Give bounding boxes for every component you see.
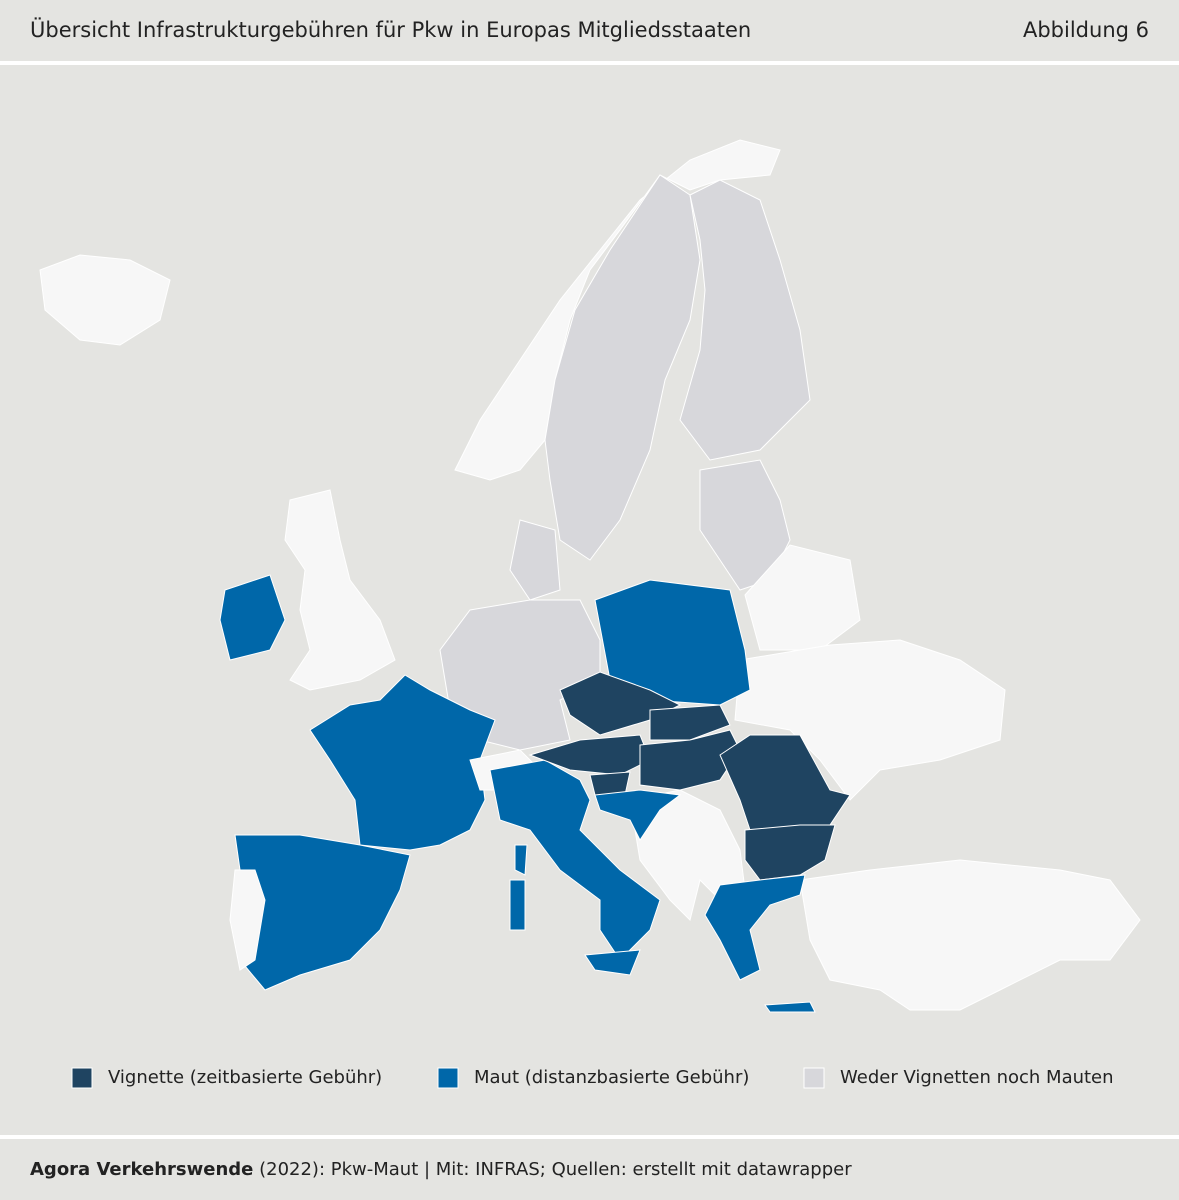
united-kingdom: [284, 489, 396, 691]
sicily: [584, 949, 641, 976]
source: (2022): Pkw-Maut | Mit: INFRAS; Quellen:…: [259, 1159, 852, 1180]
footer: Agora Verkehrswende (2022): Pkw-Maut | M…: [0, 1139, 1179, 1200]
belarus: [744, 544, 861, 651]
iceland: [39, 254, 171, 346]
map: Vignette (zeitbasierte Gebühr) Maut (dist…: [0, 65, 1179, 1135]
turkey: [799, 859, 1141, 1011]
sardinia: [509, 879, 526, 931]
romania: [719, 734, 851, 831]
legend-swatch: [71, 1067, 93, 1089]
sweden: [544, 174, 701, 561]
bulgaria: [744, 824, 836, 881]
legend-label: Weder Vignetten noch Mauten: [840, 1067, 1114, 1088]
crete: [764, 1001, 816, 1013]
legend: Vignette (zeitbasierte Gebühr) Maut (dist…: [71, 1067, 1114, 1089]
author: Agora Verkehrswende: [30, 1159, 254, 1180]
title: Übersicht Infrastrukturgebühren für Pkw …: [30, 18, 752, 42]
legend-label: Vignette (zeitbasierte Gebühr): [108, 1067, 382, 1088]
finland: [679, 179, 811, 461]
ireland: [219, 574, 286, 661]
ukraine: [734, 639, 1006, 801]
croatia: [594, 789, 682, 841]
greece: [704, 874, 806, 981]
portugal: [229, 869, 266, 971]
header: Übersicht Infrastrukturgebühren für Pkw …: [0, 0, 1179, 61]
france: [309, 674, 496, 851]
figure-label: Abbildung 6: [1022, 18, 1149, 42]
legend-label: Maut (distanzbasierte Gebühr): [474, 1067, 749, 1088]
italy: [489, 759, 661, 961]
legend-swatch: [437, 1067, 459, 1089]
slovakia: [649, 704, 731, 741]
legend-swatch: [803, 1067, 825, 1089]
corsica: [514, 844, 528, 876]
countries: [39, 139, 1141, 1013]
source-line: Agora Verkehrswende (2022): Pkw-Maut | M…: [30, 1159, 852, 1180]
denmark: [509, 519, 561, 601]
